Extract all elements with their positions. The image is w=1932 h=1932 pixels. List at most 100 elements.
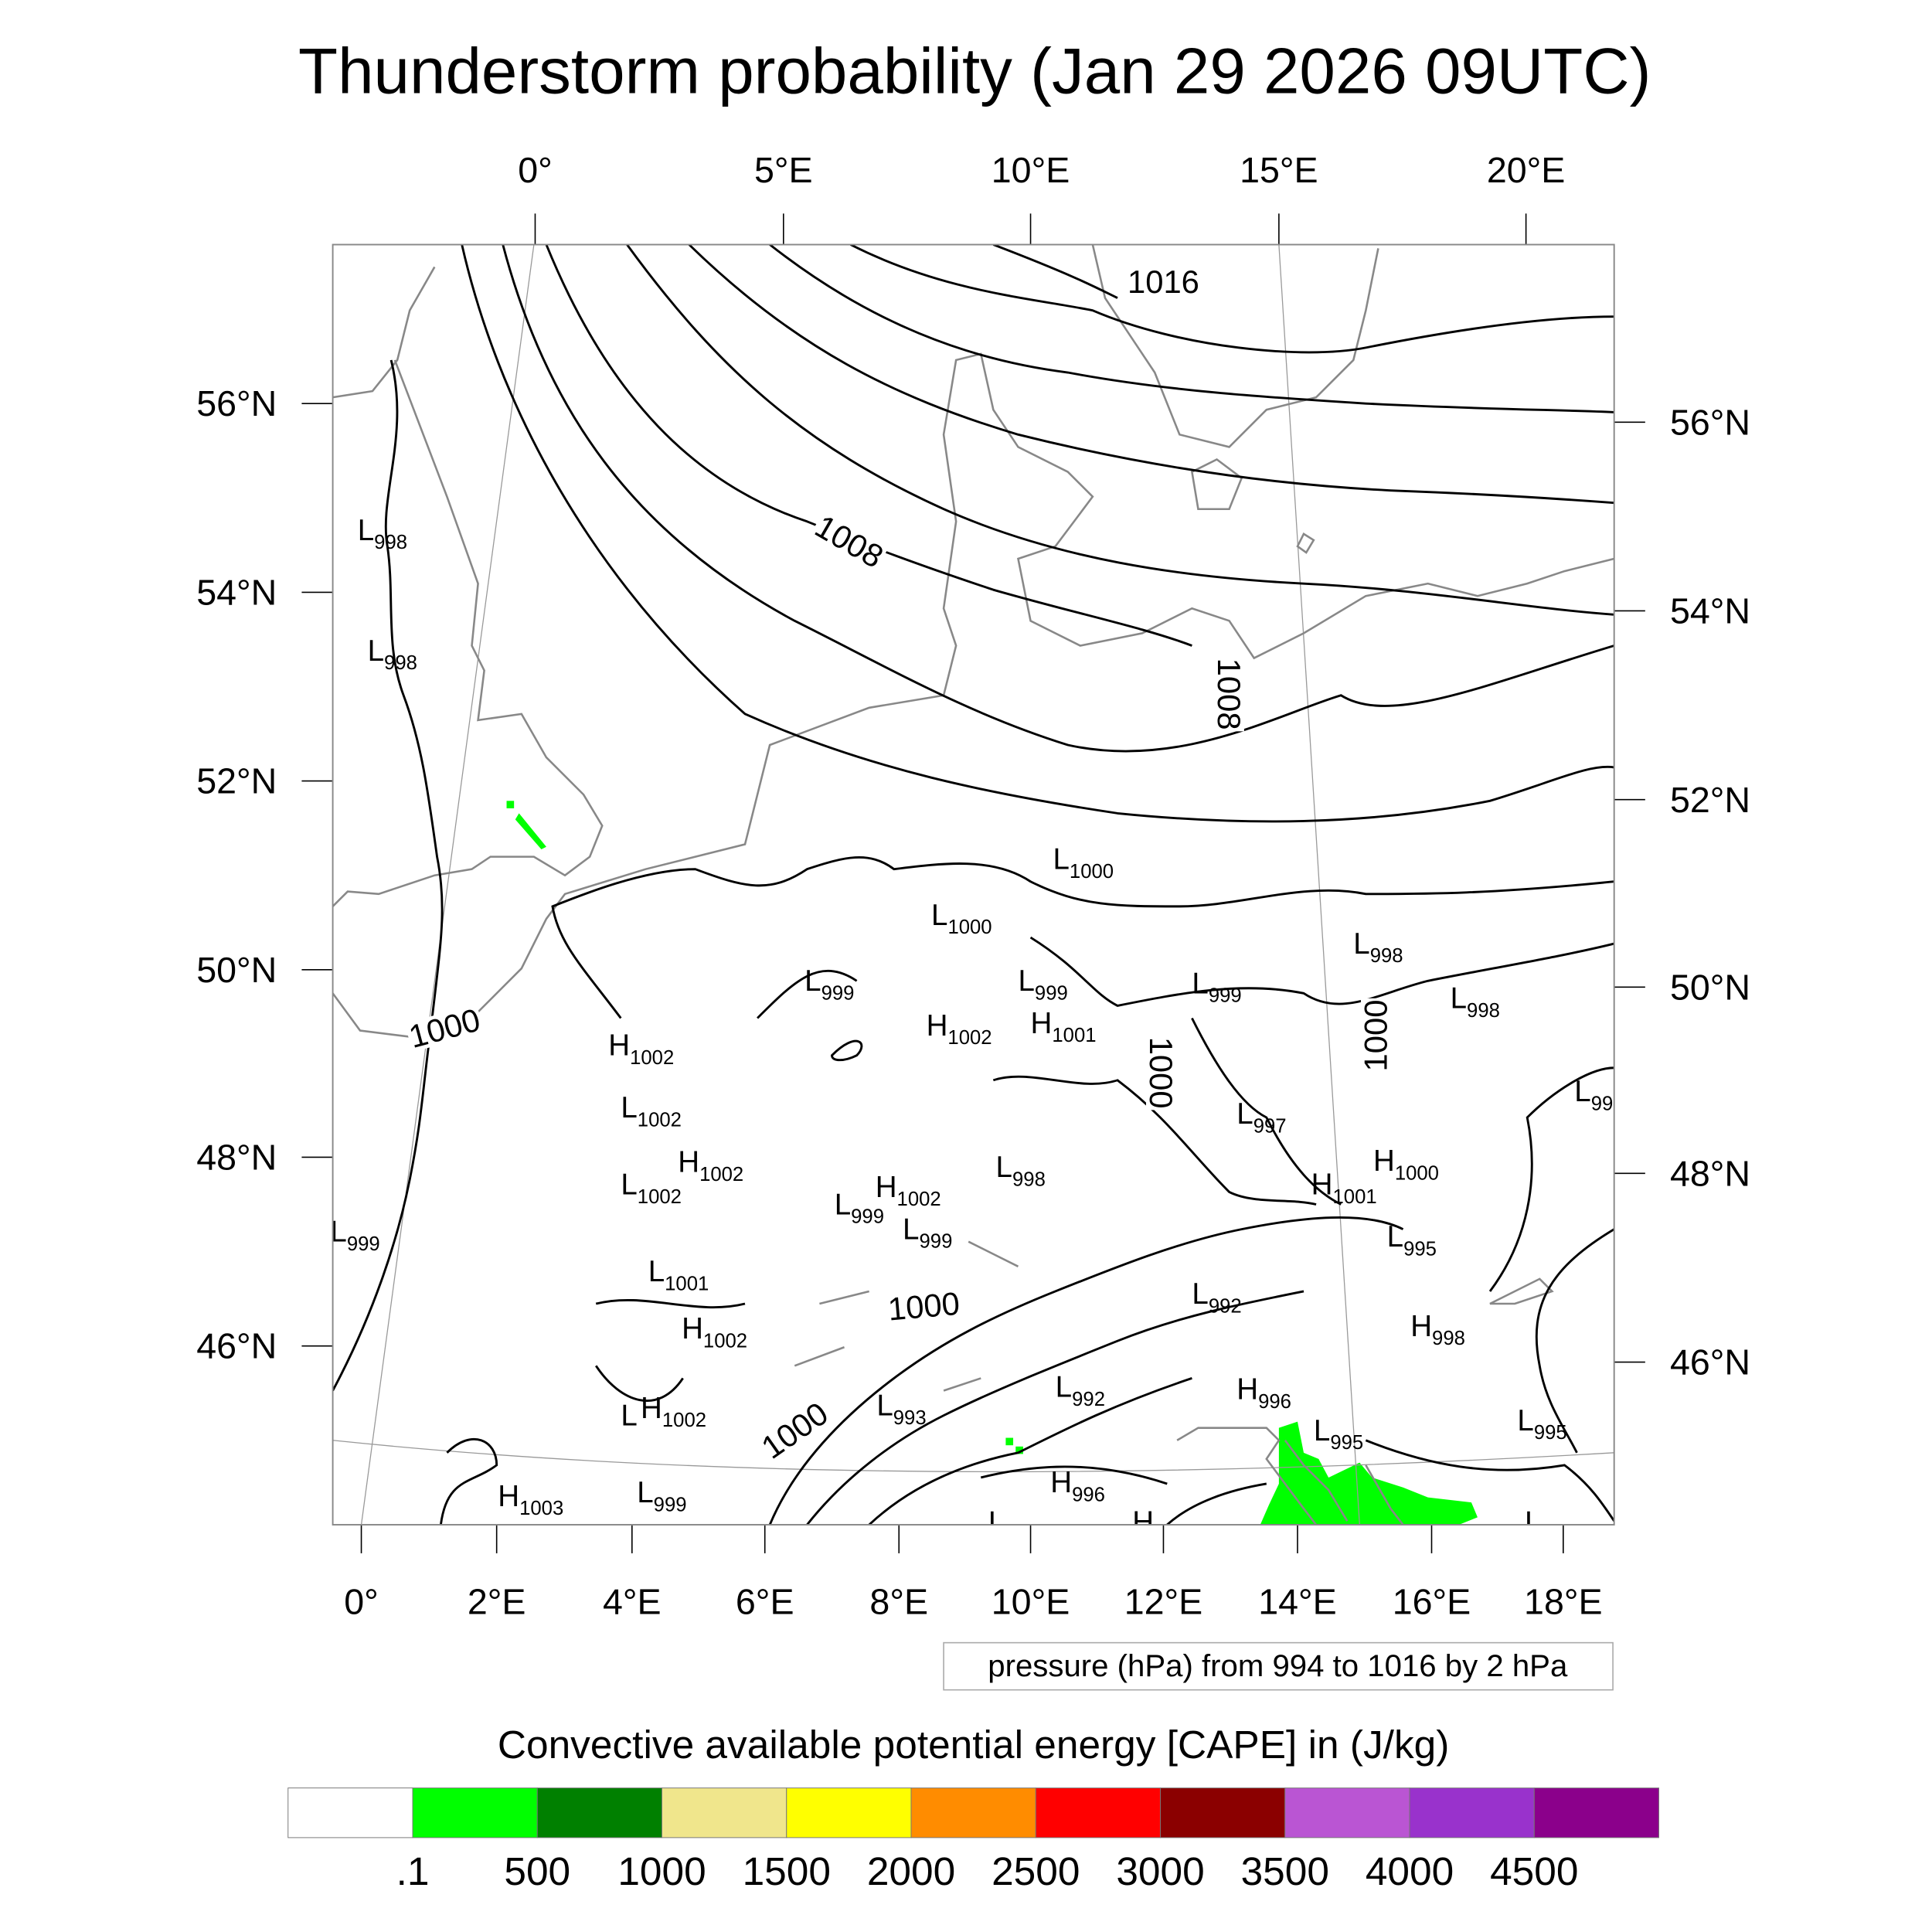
colorbar-label: 4000	[1366, 1849, 1454, 1893]
center-type: L	[1053, 843, 1069, 876]
low-pressure-label: L998	[996, 1151, 1046, 1190]
colorbar-swatch	[910, 1787, 1036, 1838]
lat-label-right: 50°N	[1670, 967, 1750, 1007]
center-value: 998	[1370, 945, 1403, 967]
center-value: 997	[1253, 1115, 1287, 1137]
center-type: H	[678, 1146, 699, 1179]
high-pressure-label: H1001	[1311, 1168, 1377, 1208]
center-type: L	[1018, 964, 1034, 998]
low-pressure-label: L999	[1192, 967, 1241, 1006]
lon-label-bottom: 6°E	[736, 1582, 794, 1622]
low-pressure-label: L993	[876, 1389, 926, 1429]
colorbar-swatch	[287, 1787, 413, 1838]
low-pressure-label: L999	[330, 1216, 379, 1255]
colorbar-swatch	[786, 1787, 912, 1838]
center-value: 1002	[699, 1164, 743, 1185]
low-pressure-label: L99	[1574, 1075, 1613, 1114]
center-type: H	[641, 1392, 662, 1425]
center-value: 999	[1209, 985, 1242, 1007]
high-pressure-label: H1002	[927, 1009, 992, 1049]
colorbar-label: 3000	[1116, 1849, 1204, 1893]
center-value: 1001	[1333, 1186, 1377, 1208]
center-type: H	[876, 1171, 897, 1204]
center-type: L	[1236, 1097, 1253, 1131]
center-value: 995	[1403, 1238, 1437, 1260]
low-pressure-label: L999	[804, 964, 854, 1004]
center-value: 1002	[662, 1410, 706, 1431]
lon-label-top: 5°E	[754, 150, 813, 190]
center-value: 999	[920, 1231, 953, 1253]
center-type: L	[621, 1091, 637, 1124]
center-value: 1002	[630, 1047, 674, 1069]
center-value: 999	[654, 1494, 687, 1515]
coastlines	[332, 244, 1614, 1526]
center-type: L	[621, 1399, 637, 1432]
center-type: L	[903, 1213, 919, 1246]
lon-label-bottom: 8°E	[869, 1582, 928, 1622]
center-value: 998	[1432, 1328, 1465, 1349]
center-type: L	[648, 1255, 665, 1288]
low-pressure-label: L995	[1314, 1414, 1363, 1454]
high-pressure-label: H996	[1132, 1506, 1187, 1546]
lon-label-bottom: 2°E	[468, 1582, 526, 1622]
high-pressure-label: H996	[1050, 1466, 1105, 1505]
center-type: L	[1192, 1277, 1208, 1311]
lat-label-left: 46°N	[196, 1326, 277, 1366]
contour-label: 1000	[405, 1002, 484, 1055]
colorbar-swatch	[1409, 1787, 1535, 1838]
contour-label-bg	[885, 1287, 963, 1325]
center-value: 992	[1072, 1389, 1105, 1410]
low-pressure-label: L	[621, 1399, 637, 1432]
center-value: 998	[384, 652, 417, 674]
pressure-note-box	[943, 1641, 1614, 1691]
center-value: 995	[1534, 1422, 1567, 1444]
center-value: 1000	[1070, 861, 1114, 883]
lat-label-right: 54°N	[1670, 591, 1750, 631]
low-pressure-label: L999	[637, 1476, 686, 1515]
colorbar-label: 500	[504, 1849, 570, 1893]
center-type: H	[1410, 1310, 1432, 1343]
colorbar-swatch	[1284, 1787, 1410, 1838]
center-value: 999	[851, 1206, 884, 1228]
center-type: L	[804, 964, 821, 998]
center-type: L	[988, 1506, 1005, 1539]
center-value: 998	[1012, 1168, 1046, 1190]
center-type: L	[1574, 1075, 1590, 1108]
center-value: 999	[347, 1233, 380, 1255]
contour-label: 1000	[1358, 1000, 1394, 1072]
map-axes: 0° 5°E 10°E 15°E 20°E 0° 2°E 4°E 6°E 8°E 10°E 12°E 1…	[196, 150, 1750, 1622]
colorbar-swatch	[536, 1787, 662, 1838]
center-type: L	[368, 634, 384, 668]
center-type: H	[1373, 1145, 1395, 1178]
low-pressure-label: L999	[835, 1188, 884, 1227]
lon-label-top: 0°	[518, 150, 553, 190]
high-pressure-label: H996	[1236, 1373, 1291, 1413]
colorbar-label: 3500	[1241, 1849, 1329, 1893]
contour-label: 1016	[1128, 264, 1199, 300]
lon-label-bottom: 18°E	[1524, 1582, 1603, 1622]
center-value: 1001	[665, 1273, 709, 1294]
center-type: L	[330, 1216, 346, 1249]
center-value: 1003	[519, 1498, 563, 1519]
lat-label-left: 54°N	[196, 572, 277, 612]
colorbar-swatch	[1533, 1787, 1660, 1838]
lon-label-bottom: 12°E	[1124, 1582, 1203, 1622]
low-pressure-label: L998	[368, 634, 417, 674]
low-pressure-label: L997	[1236, 1097, 1286, 1137]
figure-title: Thunderstorm probability (Jan 29 2026 09…	[298, 35, 1651, 107]
center-type: H	[1236, 1373, 1258, 1406]
contour-label-bg	[1360, 998, 1391, 1073]
low-pressure-label: L995	[1517, 1404, 1566, 1444]
high-pressure-label: H1001	[1031, 1007, 1097, 1046]
low-pressure-label: L992	[1056, 1371, 1105, 1410]
center-value: 999	[821, 982, 855, 1004]
lat-label-right: 52°N	[1670, 780, 1750, 820]
pressure-note: pressure (hPa) from 994 to 1016 by 2 hPa	[988, 1648, 1568, 1683]
graticule	[332, 244, 1614, 1526]
high-pressure-label: H1002	[682, 1312, 747, 1352]
center-type: L	[1387, 1220, 1403, 1253]
center-value: 1002	[638, 1186, 682, 1208]
center-value: 998	[374, 532, 407, 553]
colorbar-label: 2500	[992, 1849, 1080, 1893]
lon-label-bottom: 4°E	[603, 1582, 662, 1622]
